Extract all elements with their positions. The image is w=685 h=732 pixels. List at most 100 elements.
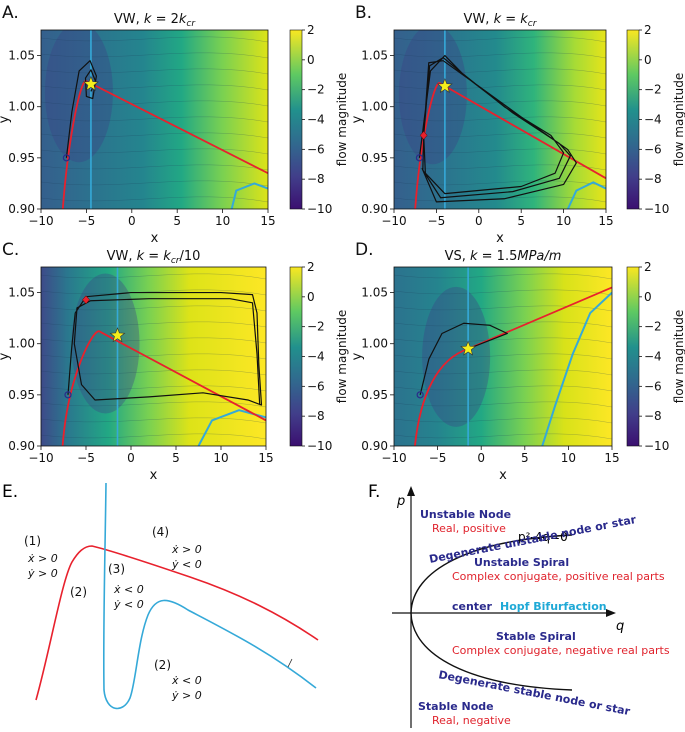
- region-2b-xdot: ẋ < 0: [171, 674, 202, 687]
- colorbar-tick-label: 2: [644, 260, 652, 274]
- x-tick-label: 5: [173, 214, 181, 228]
- y-nullcline-sketch: [102, 482, 317, 710]
- y-tick-label: 1.00: [8, 337, 35, 351]
- region-1-xdot: ẋ > 0: [27, 552, 58, 565]
- low-flow-region: [422, 286, 491, 427]
- chart-title: VW, k = kcr: [464, 12, 538, 29]
- colorbar-label: flow magnitude: [672, 73, 685, 166]
- panel-e-letter: E.: [2, 482, 18, 502]
- streamline: [41, 36, 268, 43]
- y-tick-label: 1.00: [361, 337, 388, 351]
- x-tick-label: 15: [598, 214, 613, 228]
- unstable-spiral-desc: Complex conjugate, positive real parts: [452, 570, 665, 583]
- y-tick-label: 0.90: [8, 202, 35, 216]
- streamline: [394, 52, 606, 59]
- streamline: [41, 337, 266, 344]
- region-1-label: (1): [24, 534, 41, 548]
- region-2b-ydot: ẏ > 0: [171, 689, 202, 702]
- colorbar-tick-label: −2: [307, 83, 325, 97]
- streamline: [41, 164, 268, 171]
- stable-spiral-desc: Complex conjugate, negative real parts: [452, 644, 670, 657]
- colorbar-label: flow magnitude: [335, 310, 349, 403]
- x-tick-label: 15: [258, 451, 273, 465]
- colorbar-tick-label: −6: [307, 142, 325, 156]
- x-nullcline-sketch: [35, 545, 319, 701]
- region-3-xdot: ẋ < 0: [113, 583, 144, 596]
- streamline: [41, 196, 268, 203]
- streamline: [394, 305, 612, 312]
- region-2a-label: (2): [70, 585, 87, 599]
- colorbar-tick-label: 2: [307, 260, 315, 274]
- colorbar-tick-label: −2: [644, 83, 662, 97]
- colorbar-tick-label: −10: [307, 202, 332, 216]
- streamline: [41, 68, 268, 75]
- trajectory: [419, 322, 508, 395]
- streamline: [41, 52, 268, 59]
- streamline: [41, 433, 266, 440]
- x-tick-label: 5: [517, 214, 525, 228]
- region-3-ydot: ẏ < 0: [113, 598, 144, 611]
- heatmap-area: [394, 30, 606, 209]
- gap-marker: [287, 658, 293, 668]
- streamline: [394, 132, 606, 139]
- y-tick-label: 0.90: [361, 439, 388, 453]
- x-nullcline: [414, 286, 612, 446]
- y-tick-label: 1.05: [361, 286, 388, 300]
- trajectory: [67, 291, 263, 406]
- colorbar-tick-label: −10: [644, 202, 669, 216]
- streamline: [41, 180, 268, 187]
- colorbar-tick-label: −8: [644, 409, 662, 423]
- plot-frame: [40, 266, 267, 447]
- panel-letter: B.: [355, 3, 372, 23]
- heatmap-background: [41, 267, 266, 446]
- colorbar-tick-label: −10: [644, 439, 669, 453]
- heatmap-area: [41, 267, 266, 446]
- colorbar-tick-label: −6: [307, 379, 325, 393]
- colorbar: [289, 29, 303, 210]
- x-tick-label: 10: [213, 451, 228, 465]
- streamline: [394, 321, 612, 328]
- streamline: [41, 385, 266, 392]
- y-axis-label: y: [350, 115, 365, 123]
- streamline: [41, 305, 266, 312]
- chart-title: VW, k = kcr/10: [107, 249, 201, 266]
- x-tick-label: −5: [428, 214, 446, 228]
- y-tick-label: 0.95: [361, 151, 388, 165]
- colorbar-tick-label: −8: [644, 172, 662, 186]
- y-tick-label: 0.90: [8, 439, 35, 453]
- x-axis-label: x: [499, 468, 507, 483]
- x-nullcline: [61, 330, 266, 446]
- heatmap-background: [41, 30, 268, 209]
- heatmap-area: [394, 267, 612, 446]
- y-tick-label: 1.05: [8, 286, 35, 300]
- x-tick-label: 10: [215, 214, 230, 228]
- colorbar-tick-label: 0: [644, 290, 652, 304]
- colorbar-tick-label: −2: [307, 320, 325, 334]
- start-point-marker: [64, 391, 72, 399]
- y-nullcline-lower-branch: [541, 291, 612, 446]
- x-tick-label: 0: [477, 451, 485, 465]
- x-tick-label: 15: [604, 451, 619, 465]
- colorbar-tick-label: −10: [307, 439, 332, 453]
- y-axis-label: y: [350, 352, 365, 360]
- low-flow-region: [71, 273, 140, 414]
- colorbar-tick-label: −4: [644, 113, 662, 127]
- panel-letter: A.: [2, 3, 19, 23]
- colorbar-tick-label: 0: [307, 53, 315, 67]
- start-point-marker: [416, 391, 424, 399]
- streamline: [41, 84, 268, 91]
- streamline: [41, 289, 266, 296]
- colorbar-tick-label: 0: [307, 290, 315, 304]
- colorbar: [626, 266, 640, 447]
- streamline: [394, 273, 612, 280]
- x-tick-label: 10: [561, 451, 576, 465]
- x-tick-label: −10: [28, 451, 53, 465]
- streamline: [41, 100, 268, 107]
- panel-letter: D.: [355, 240, 374, 260]
- region-4-xdot: ẋ > 0: [171, 543, 202, 556]
- x-tick-label: 0: [475, 214, 483, 228]
- x-nullcline: [414, 82, 606, 209]
- colorbar-tick-label: −4: [307, 350, 325, 364]
- q-axis-label: q: [616, 619, 624, 634]
- region-4-ydot: ẏ < 0: [171, 558, 202, 571]
